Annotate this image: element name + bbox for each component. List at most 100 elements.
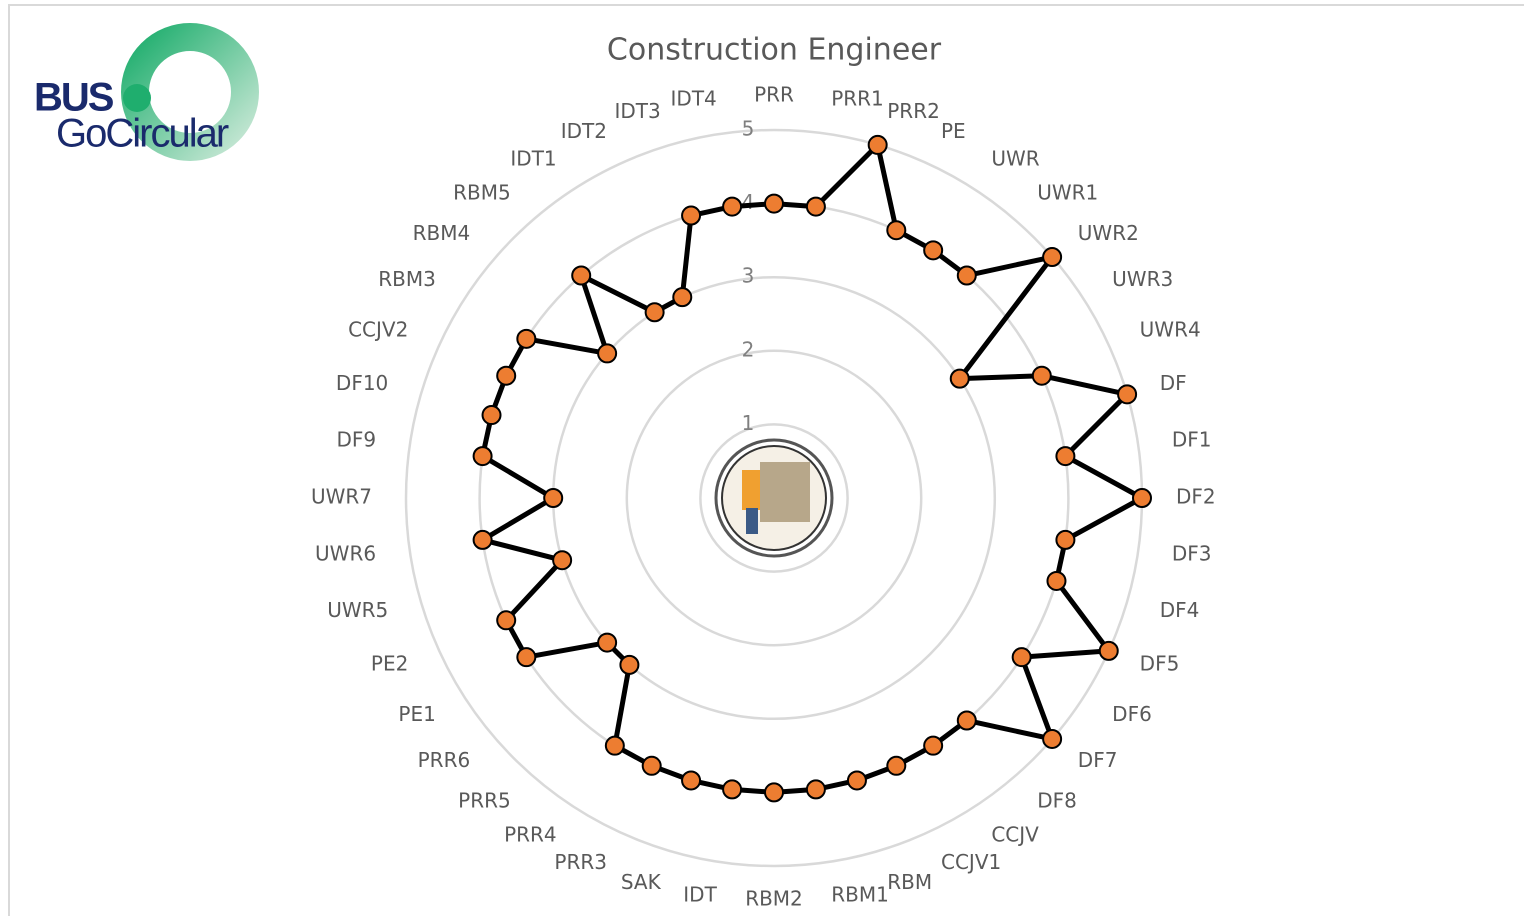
data-point xyxy=(887,221,905,239)
data-point xyxy=(869,136,887,154)
tick-label: 3 xyxy=(742,264,755,288)
page: {"logo": {"line1": "BUS", "line2": "GoCi… xyxy=(0,0,1524,916)
data-point xyxy=(1047,572,1065,590)
category-label: PRR6 xyxy=(418,748,471,772)
image-worker xyxy=(746,508,758,534)
category-label: PRR1 xyxy=(831,87,884,111)
tick-label: 1 xyxy=(742,411,755,435)
data-point xyxy=(1133,489,1151,507)
tick-label: 2 xyxy=(742,337,755,361)
category-label: DF8 xyxy=(1037,788,1077,812)
category-label: PE xyxy=(941,119,966,143)
category-label: PRR xyxy=(754,83,794,107)
data-point xyxy=(606,737,624,755)
chart-title: Construction Engineer xyxy=(607,33,942,68)
logo-dot xyxy=(123,84,151,112)
category-label: CCJV2 xyxy=(348,318,408,342)
data-point xyxy=(1056,531,1074,549)
data-point xyxy=(483,406,501,424)
category-label: RBM1 xyxy=(831,882,889,906)
data-point xyxy=(673,288,691,306)
category-label: IDT xyxy=(683,882,717,906)
category-label: IDT1 xyxy=(510,146,556,170)
data-point xyxy=(1100,642,1118,660)
category-label: PRR4 xyxy=(504,823,557,847)
category-label: RBM4 xyxy=(413,221,471,245)
category-label: DF xyxy=(1160,371,1187,395)
category-label: DF2 xyxy=(1176,485,1216,509)
category-label: DF7 xyxy=(1078,748,1118,772)
data-point xyxy=(646,303,664,321)
data-point xyxy=(924,241,942,259)
tick-label: 4 xyxy=(742,190,755,214)
category-label: DF1 xyxy=(1172,427,1212,451)
data-point xyxy=(723,198,741,216)
data-point xyxy=(598,344,616,362)
data-point xyxy=(1033,367,1051,385)
category-label: UWR7 xyxy=(311,485,372,509)
data-point xyxy=(1043,248,1061,266)
data-point xyxy=(517,648,535,666)
category-label: RBM2 xyxy=(745,887,803,911)
category-label: DF10 xyxy=(336,371,388,395)
category-label: DF5 xyxy=(1140,651,1180,675)
data-point xyxy=(958,267,976,285)
category-label: CCJV1 xyxy=(941,850,1001,874)
category-label: UWR1 xyxy=(1037,181,1098,205)
category-label: RBM xyxy=(887,870,932,894)
data-point xyxy=(951,370,969,388)
data-point xyxy=(544,489,562,507)
data-point xyxy=(723,780,741,798)
category-label: RBM5 xyxy=(453,181,511,205)
center-image xyxy=(716,440,832,556)
image-building xyxy=(760,462,810,522)
data-point xyxy=(474,447,492,465)
category-label: IDT3 xyxy=(614,99,660,123)
data-point xyxy=(765,783,783,801)
category-label: DF6 xyxy=(1112,702,1152,726)
category-label: UWR4 xyxy=(1140,318,1201,342)
category-label: UWR2 xyxy=(1078,221,1139,245)
data-point xyxy=(1013,648,1031,666)
category-label: DF3 xyxy=(1172,542,1212,566)
data-point xyxy=(807,198,825,216)
category-label: SAK xyxy=(621,870,662,894)
data-point xyxy=(765,195,783,213)
chart: BUS GoCircular Construction Engineer 1 2 3… xyxy=(0,0,1524,916)
data-point xyxy=(1118,385,1136,403)
data-point xyxy=(958,711,976,729)
data-point xyxy=(474,531,492,549)
data-point xyxy=(682,771,700,789)
image-worker xyxy=(742,470,760,510)
data-point xyxy=(1043,730,1061,748)
category-label: IDT2 xyxy=(561,119,607,143)
data-point xyxy=(598,634,616,652)
data-point xyxy=(572,267,590,285)
category-label: PE1 xyxy=(398,702,435,726)
data-point xyxy=(924,737,942,755)
category-label: IDT4 xyxy=(671,87,717,111)
category-label: UWR3 xyxy=(1112,267,1173,291)
category-label: UWR xyxy=(991,146,1039,170)
data-point xyxy=(497,611,515,629)
category-label: DF4 xyxy=(1160,598,1200,622)
data-point xyxy=(682,207,700,225)
category-label: PRR5 xyxy=(458,788,511,812)
category-label: PRR3 xyxy=(554,850,607,874)
data-point xyxy=(807,780,825,798)
category-label: UWR5 xyxy=(327,598,388,622)
data-point xyxy=(620,656,638,674)
tick-label: 5 xyxy=(742,117,755,141)
data-point xyxy=(1056,447,1074,465)
category-label: UWR6 xyxy=(315,542,376,566)
data-point xyxy=(497,367,515,385)
category-label: DF9 xyxy=(336,427,376,451)
data-point xyxy=(517,330,535,348)
category-label: CCJV xyxy=(991,823,1039,847)
data-point xyxy=(553,551,571,569)
logo: BUS GoCircular xyxy=(34,37,245,156)
data-point xyxy=(848,771,866,789)
data-point xyxy=(643,757,661,775)
category-label: PRR2 xyxy=(887,99,940,123)
data-point xyxy=(887,757,905,775)
